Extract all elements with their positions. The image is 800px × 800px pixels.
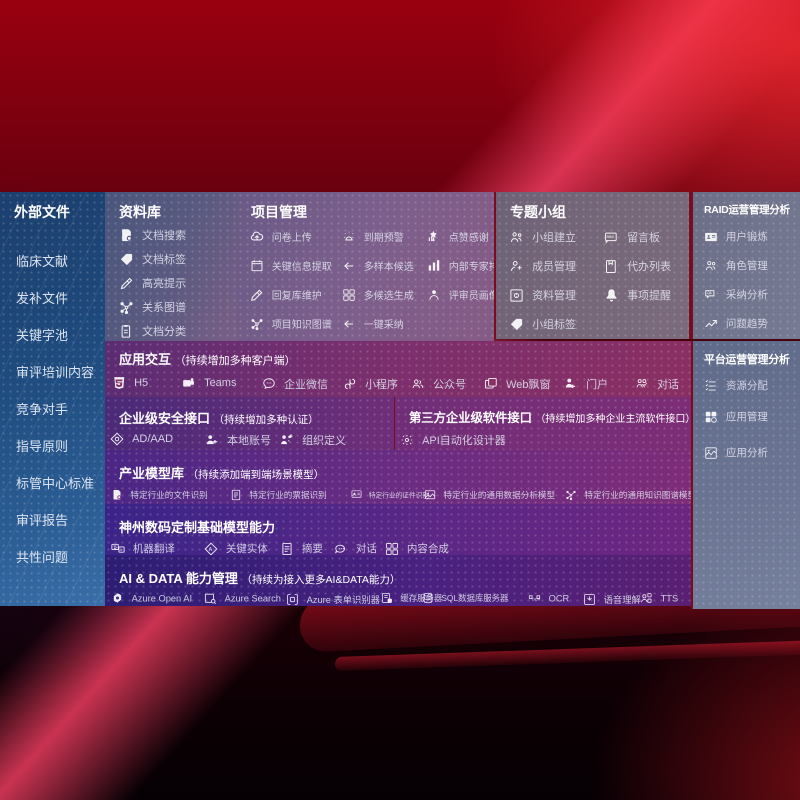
svg-text:OCR: OCR [532,597,541,601]
svg-text:QA: QA [707,291,712,295]
svg-text:A: A [120,548,123,552]
svg-text:BBS: BBS [607,235,615,239]
svg-text:A: A [209,547,213,553]
